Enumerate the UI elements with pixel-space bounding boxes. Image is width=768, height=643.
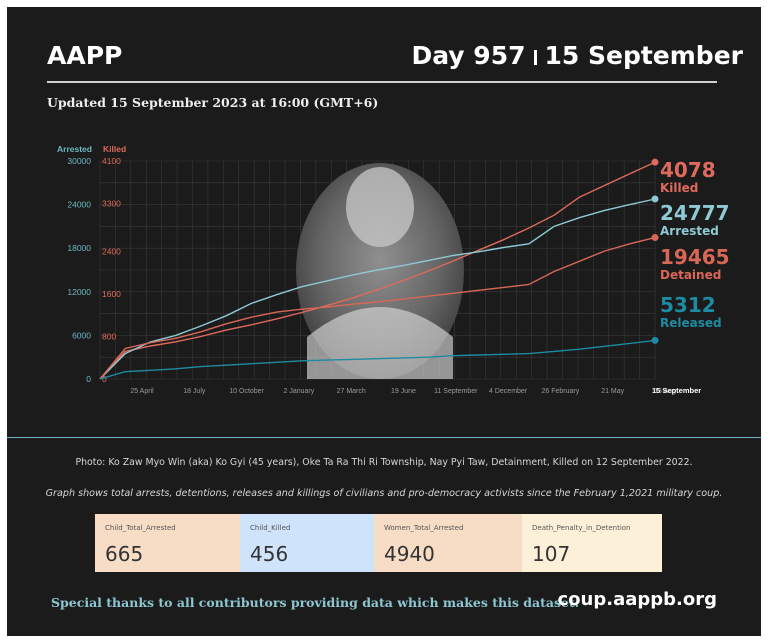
infographic: AAPP Day 957 15 September Updated 15 Sept…	[7, 7, 761, 636]
stat-card-label: Women_Total_Arrested	[384, 524, 464, 532]
left-tick-label: 18000	[67, 243, 91, 253]
x-tick-label: 26 February	[542, 388, 580, 395]
x-tick-label: 4 December	[489, 388, 528, 395]
x-tick-label: 19 June	[391, 388, 416, 395]
left-tick-label: 6000	[72, 330, 91, 340]
cumulative-line-chart: Arrested Killed 0 6000 12000 18000 24000 30000 0…	[57, 144, 730, 395]
stat-card-women-total-arrested: Women_Total_Arrested 4940	[374, 514, 522, 572]
stat-card-label: Child_Killed	[250, 524, 291, 532]
header-separator	[533, 49, 537, 65]
series-value-label: 24777	[660, 201, 730, 225]
portrait-photo	[296, 163, 464, 379]
stat-card-value: 4940	[384, 542, 435, 566]
x-tick-label: 15 September	[652, 386, 701, 395]
graph-caption: Graph shows total arrests, detentions, r…	[45, 488, 723, 499]
series-endpoint-killed	[651, 158, 659, 166]
stat-cards: Child_Total_Arrested 665 Child_Killed 45…	[95, 514, 662, 572]
left-axis-title: Arrested	[57, 144, 92, 154]
header-date: 15 September	[544, 41, 744, 70]
series-endpoint-arrested	[651, 195, 659, 203]
x-tick-label: 27 March	[337, 388, 366, 395]
right-tick-label: 2400	[102, 246, 121, 256]
left-tick-label: 12000	[67, 287, 91, 297]
x-tick-label: 21 May	[601, 388, 624, 395]
series-name-label: Killed	[660, 181, 698, 195]
right-tick-label: 800	[102, 331, 116, 341]
stat-card-label: Child_Total_Arrested	[105, 524, 176, 532]
brand-title: AAPP	[47, 41, 123, 70]
left-tick-label: 30000	[67, 156, 91, 166]
stat-card-value: 107	[532, 542, 571, 566]
right-tick-label: 3300	[102, 199, 121, 209]
right-axis-title: Killed	[103, 144, 126, 154]
series-line-detained	[99, 236, 656, 380]
chart-axes: Arrested Killed 0 6000 12000 18000 24000 30000 0…	[57, 144, 701, 395]
x-tick-label: 11 September	[434, 388, 478, 395]
series-value-label: 4078	[660, 158, 716, 182]
series-name-label: Detained	[660, 268, 721, 282]
chart-series	[99, 158, 659, 380]
stat-card-child-total-arrested: Child_Total_Arrested 665	[95, 514, 240, 572]
x-tick-label: 25 April	[130, 388, 154, 395]
stat-card-value: 665	[105, 542, 144, 566]
right-tick-label: 1600	[102, 289, 121, 299]
portrait-shirt	[307, 307, 453, 379]
stat-card-label: Death_Penalty_in_Detention	[532, 524, 631, 532]
photo-caption: Photo: Ko Zaw Myo Win (aka) Ko Gyi (45 y…	[75, 457, 693, 468]
x-tick-label: 10 October	[229, 388, 264, 395]
section-divider	[7, 437, 761, 438]
series-line-released	[99, 339, 656, 380]
day-date-header: Day 957 15 September	[411, 41, 743, 70]
updated-timestamp: Updated 15 September 2023 at 16:00 (GMT+…	[47, 95, 379, 110]
thanks-note: Special thanks to all contributors provi…	[51, 595, 580, 610]
portrait-face	[346, 167, 414, 247]
series-name-label: Arrested	[660, 224, 719, 238]
right-tick-label: 4100	[102, 156, 121, 166]
stat-card-child-killed: Child_Killed 456	[240, 514, 374, 572]
chart-grid	[99, 160, 656, 380]
left-tick-label: 24000	[67, 200, 91, 210]
day-counter: Day 957	[411, 41, 526, 70]
left-tick-label: 0	[86, 374, 91, 384]
series-endpoint-released	[651, 336, 659, 344]
series-endpoint-detained	[651, 234, 659, 242]
x-tick-label: 2 January	[284, 388, 315, 395]
series-value-label: 19465	[660, 245, 730, 269]
x-tick-label: 13 Aug	[654, 388, 676, 395]
stat-card-value: 456	[250, 542, 289, 566]
website-link[interactable]: coup.aappb.org	[557, 589, 718, 610]
series-line-arrested	[99, 198, 656, 380]
right-tick-label: 0	[102, 374, 107, 384]
series-name-label: Released	[660, 316, 722, 330]
header-divider	[47, 81, 717, 83]
series-line-killed	[99, 161, 656, 380]
series-value-label: 5312	[660, 293, 716, 317]
stat-card-death-penalty: Death_Penalty_in_Detention 107	[522, 514, 662, 572]
x-tick-label: 18 July	[183, 388, 206, 395]
